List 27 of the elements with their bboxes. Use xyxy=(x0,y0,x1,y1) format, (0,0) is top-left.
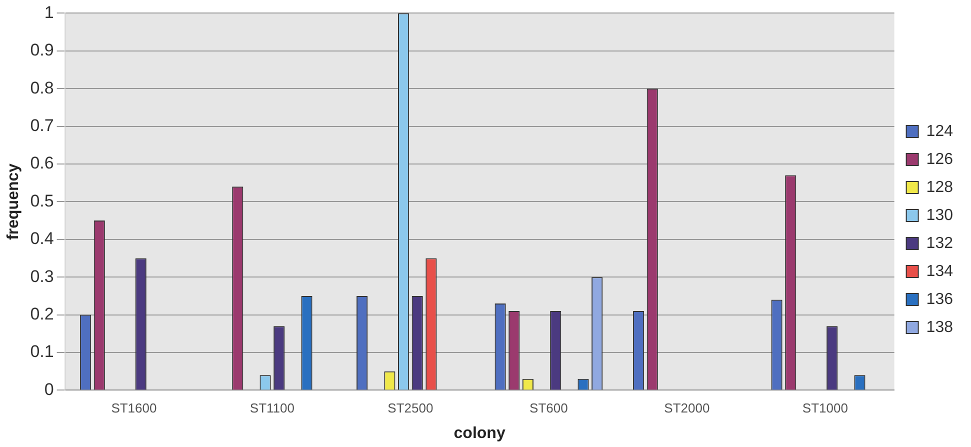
legend-label: 134 xyxy=(926,262,954,280)
x-tick-label: ST2000 xyxy=(664,400,710,416)
y-tick-label: 0.2 xyxy=(30,304,54,324)
y-tick-label: 1 xyxy=(44,2,54,22)
y-tick-label: 0.3 xyxy=(30,266,54,286)
x-tick-label: ST1000 xyxy=(802,400,848,416)
x-tick-label: ST2500 xyxy=(388,400,434,416)
y-tick-label: 0.8 xyxy=(30,78,54,98)
x-axis-title: colony xyxy=(454,424,506,442)
y-tick-label: 0.5 xyxy=(30,191,54,210)
y-tick-label: 0 xyxy=(44,380,54,399)
y-tick-label: 0.1 xyxy=(30,342,54,362)
x-tick-label: ST1100 xyxy=(250,400,294,416)
y-axis-title: frequency xyxy=(5,163,22,240)
legend-label: 132 xyxy=(926,234,954,252)
x-tick-label: ST600 xyxy=(530,400,568,416)
y-tick-label: 0.7 xyxy=(30,116,54,135)
legend-label: 124 xyxy=(926,122,954,140)
y-tick-label: 0.6 xyxy=(30,154,54,173)
legend-label: 138 xyxy=(926,318,954,336)
legend-label: 126 xyxy=(926,150,954,168)
x-tick-label: ST1600 xyxy=(111,400,157,416)
y-tick-label: 0.4 xyxy=(30,229,54,248)
y-tick-label: 0.9 xyxy=(30,40,54,60)
legend-label: 130 xyxy=(926,206,954,224)
legend-label: 128 xyxy=(926,178,954,196)
legend-label: 136 xyxy=(926,290,954,308)
